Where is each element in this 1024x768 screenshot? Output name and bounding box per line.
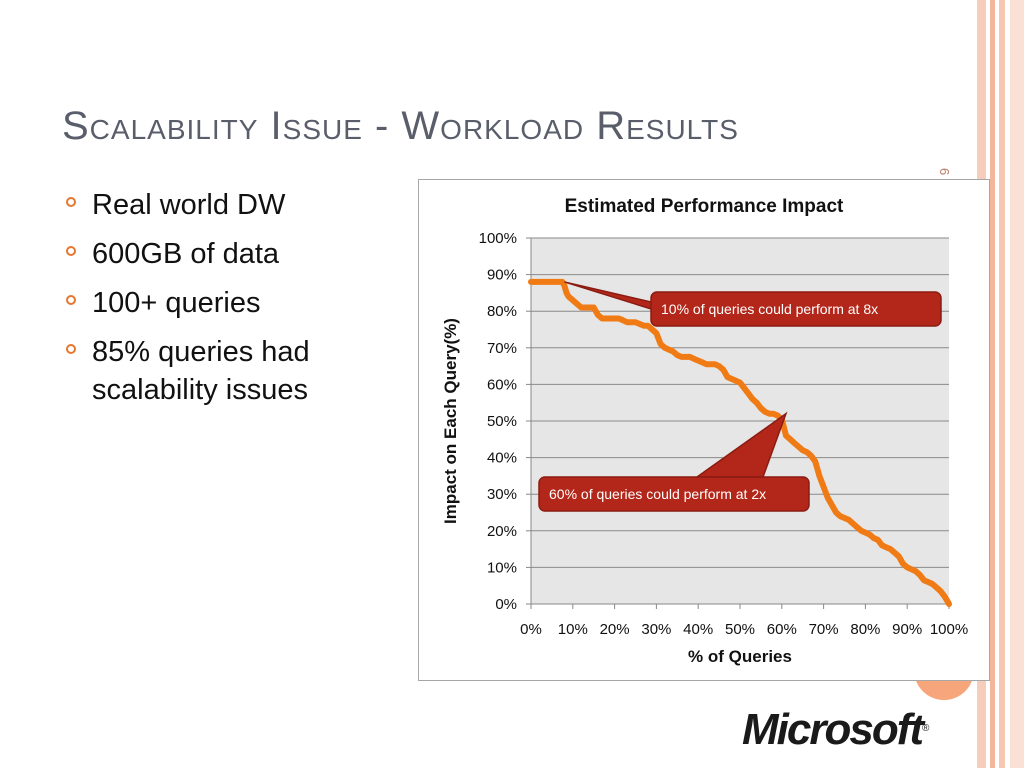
- x-tick-label: 60%: [767, 621, 797, 638]
- decor-stripe-3: [999, 0, 1005, 768]
- bullet-text: Real world DW: [92, 189, 286, 221]
- y-tick-label: 50%: [487, 413, 517, 430]
- y-tick-label: 30%: [487, 486, 517, 503]
- bullet-item: 100+ queries: [62, 284, 392, 322]
- slide-title: Scalability Issue - Workload Results: [62, 104, 739, 148]
- x-tick-label: 90%: [892, 621, 922, 638]
- x-tick-label: 10%: [558, 621, 588, 638]
- x-tick-label: 30%: [641, 621, 671, 638]
- y-tick-label: 0%: [495, 596, 517, 613]
- y-tick-label: 80%: [487, 303, 517, 320]
- chart-container: 0% 10% 20% 30% 40% 50% 60% 70% 80% 90% 100% 0% 10% 20…: [418, 179, 990, 681]
- decor-stripe-2: [990, 0, 995, 768]
- x-tick-label: 70%: [809, 621, 839, 638]
- callout-text: 10% of queries could perform at 8x: [661, 301, 878, 317]
- bullet-text: 100+ queries: [92, 287, 261, 319]
- bullet-item: 600GB of data: [62, 235, 392, 273]
- bullet-text: 600GB of data: [92, 238, 280, 270]
- slide-number: 6: [937, 168, 952, 176]
- bullet-circle-icon: [66, 246, 76, 256]
- y-tick-label: 60%: [487, 376, 517, 393]
- bullet-list: Real world DW 600GB of data 100+ queries…: [62, 186, 392, 420]
- decor-stripe-4: [1010, 0, 1024, 768]
- x-tick-label: 20%: [600, 621, 630, 638]
- microsoft-logo: Microsoft: [742, 705, 924, 754]
- chart-title: Estimated Performance Impact: [565, 196, 844, 217]
- y-tick-label: 20%: [487, 523, 517, 540]
- performance-chart: 0% 10% 20% 30% 40% 50% 60% 70% 80% 90% 100% 0% 10% 20…: [441, 196, 968, 666]
- y-tick-label: 100%: [479, 230, 517, 247]
- bullet-item: Real world DW: [62, 186, 392, 224]
- bullet-circle-icon: [66, 344, 76, 354]
- callout-box: [538, 476, 810, 512]
- y-tick-label: 90%: [487, 267, 517, 284]
- series-line: [528, 278, 952, 607]
- x-tick-label: 50%: [725, 621, 755, 638]
- y-tick-label: 10%: [487, 559, 517, 576]
- bullet-item: 85% queries had scalability issues: [62, 333, 392, 409]
- x-axis-label: % of Queries: [688, 647, 792, 666]
- x-tick-label: 100%: [930, 621, 968, 638]
- callout-box: [650, 291, 942, 327]
- y-tick-label: 70%: [487, 340, 517, 357]
- y-axis-label: Impact on Each Query(%): [441, 318, 460, 524]
- bullet-circle-icon: [66, 295, 76, 305]
- bullet-text: 85% queries had scalability issues: [92, 336, 310, 406]
- x-tick-label: 40%: [683, 621, 713, 638]
- registered-mark: ®: [922, 723, 930, 734]
- y-tick-label: 40%: [487, 450, 517, 467]
- x-tick-label: 0%: [520, 621, 542, 638]
- x-tick-label: 80%: [850, 621, 880, 638]
- bullet-circle-icon: [66, 197, 76, 207]
- callout-text: 60% of queries could perform at 2x: [549, 486, 766, 502]
